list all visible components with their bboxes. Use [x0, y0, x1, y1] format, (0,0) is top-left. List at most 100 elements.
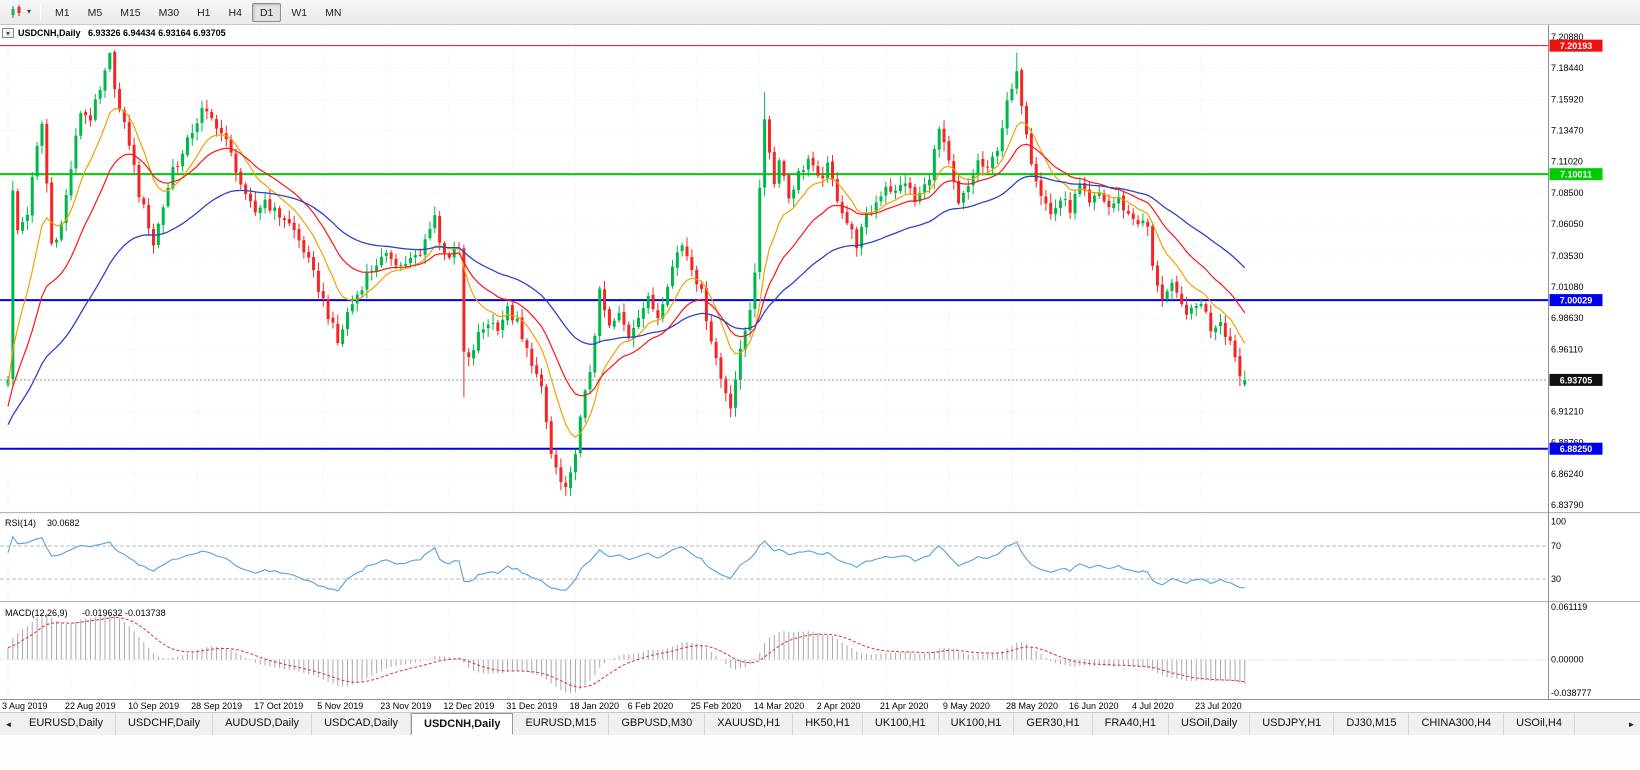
timeframe-button-m5[interactable]: M5 [87, 6, 103, 19]
chart-background [0, 25, 1640, 712]
symbol-tab-gbpusd-m30[interactable]: GBPUSD,M30 [609, 713, 706, 735]
date-axis-label: 5 Nov 2019 [317, 701, 363, 711]
date-axis-label: 31 Dec 2019 [506, 701, 557, 711]
toolbar-separator [40, 4, 42, 20]
price-axis-label: 7.20880 [1551, 32, 1584, 42]
date-axis-label: 22 Aug 2019 [65, 701, 116, 711]
dropdown-caret-icon: ▾ [27, 7, 32, 16]
price-axis-label: 7.13470 [1551, 125, 1584, 135]
svg-text:7.00029: 7.00029 [1560, 296, 1593, 306]
timeframe-button-m15[interactable]: M15 [120, 6, 141, 19]
date-axis-label: 10 Sep 2019 [128, 701, 179, 711]
price-axis-label: 7.18440 [1551, 63, 1584, 73]
symbol-tab-usdjpy-h1[interactable]: USDJPY,H1 [1250, 713, 1335, 735]
tabs-scroll-left-button[interactable]: ◄ [4, 719, 13, 729]
symbol-tab-eurusd-daily[interactable]: EURUSD,Daily [17, 713, 116, 735]
ma-slow-line [7, 175, 1246, 425]
timeframe-button-m1[interactable]: M1 [55, 6, 70, 19]
symbol-tab-uk100-h1[interactable]: UK100,H1 [939, 713, 1015, 735]
symbol-tab-fra40-h1[interactable]: FRA40,H1 [1093, 713, 1169, 735]
symbol-tab-eurusd-m15[interactable]: EURUSD,M15 [513, 713, 610, 735]
axes: 7.20880 7.18440 7.15920 7.13470 7.11020 7.085… [0, 25, 1640, 711]
date-axis-label: 18 Jan 2020 [569, 701, 619, 711]
macd-axis-label: 0.061119 [1551, 602, 1587, 612]
window-bottom-area [0, 735, 1640, 770]
timeframe-buttons: M1 M5 M15 M30 H1 H4 D1 W1 MN [47, 2, 351, 22]
symbol-tab-usoil-daily[interactable]: USOil,Daily [1169, 713, 1251, 735]
timeframe-button-h1[interactable]: H1 [197, 6, 211, 19]
date-axis-label: 9 May 2020 [943, 701, 990, 711]
macd-chart-pane[interactable] [0, 603, 1548, 699]
price-axis-label: 7.06050 [1551, 219, 1584, 229]
symbol-tab-ger30-h1[interactable]: GER30,H1 [1014, 713, 1093, 735]
chart-window: 10070300.0611190.00000-0.0387777.208807.… [0, 25, 1640, 712]
svg-text:6.93705: 6.93705 [1560, 375, 1593, 385]
price-axis-label: 6.83790 [1551, 500, 1584, 510]
chart-type-button[interactable]: ▾ [4, 2, 36, 22]
symbol-tab-usdchf-daily[interactable]: USDCHF,Daily [116, 713, 214, 735]
price-marker-7.00029 [1549, 294, 1603, 307]
main-chart-pane[interactable] [0, 25, 1548, 512]
rsi-chart-pane[interactable] [0, 514, 1548, 601]
symbol-tab-usdcnh-daily[interactable]: USDCNH,Daily [411, 713, 514, 735]
tabs-scroll-right-button[interactable]: ► [1627, 719, 1636, 729]
symbol-tab-uk100-h1[interactable]: UK100,H1 [863, 713, 939, 735]
date-axis-label: 28 Sep 2019 [191, 701, 242, 711]
price-scale-area[interactable] [1549, 25, 1640, 699]
price-axis-label: 6.98630 [1551, 313, 1584, 323]
time-axis-area[interactable] [0, 700, 1548, 712]
chart-ohlc-values: 6.93326 6.94434 6.93164 6.93705 [88, 28, 226, 38]
price-axis-label: 7.03530 [1551, 251, 1584, 261]
price-axis-label: 6.88760 [1551, 437, 1584, 447]
price-axis-label: 7.08500 [1551, 188, 1584, 198]
price-marker-7.10011 [1549, 168, 1603, 181]
date-axis-label: 6 Feb 2020 [628, 701, 674, 711]
timeframe-button-h4[interactable]: H4 [228, 6, 242, 19]
price-chart[interactable]: 10070300.0611190.00000-0.0387777.208807.… [0, 25, 1640, 712]
symbol-tab-usdcad-daily[interactable]: USDCAD,Daily [312, 713, 412, 735]
macd-axis-label: 0.00000 [1551, 655, 1584, 665]
symbol-tab-usoil-h4[interactable]: USOil,H4 [1504, 713, 1575, 735]
current-price-marker [1549, 373, 1603, 386]
timeframe-button-m30[interactable]: M30 [158, 6, 180, 19]
pane-divider-rsi[interactable] [0, 511, 1640, 515]
date-axis-label: 16 Jun 2020 [1069, 701, 1119, 711]
top-toolbar: ▾ M1 M5 M15 M30 H1 H4 D1 W1 MN [0, 0, 1640, 25]
price-axis-label: 6.91210 [1551, 406, 1584, 416]
macd-axis-label: -0.038777 [1551, 688, 1592, 698]
date-axis-label: 23 Jul 2020 [1195, 701, 1242, 711]
macd-title: MACD(12,26,9) [5, 608, 68, 618]
collapse-chart-icon: ▼ [5, 32, 11, 38]
symbol-tab-dj30-m15[interactable]: DJ30,M15 [1334, 713, 1410, 735]
macd-pane: 0.061119 0.00000 -0.038777 [0, 602, 1592, 698]
timeframe-button-mn[interactable]: MN [325, 6, 342, 19]
symbol-tab-xauusd-h1[interactable]: XAUUSD,H1 [705, 713, 794, 735]
date-axis-label: 3 Aug 2019 [2, 701, 48, 711]
rsi-axis-label: 100 [1551, 516, 1566, 526]
price-marker-7.20193 [1549, 39, 1603, 52]
moving-average-lines [7, 107, 1246, 438]
symbol-tab-hk50-h1[interactable]: HK50,H1 [793, 713, 863, 735]
date-axis-label: 4 Jul 2020 [1132, 701, 1174, 711]
rsi-value: 30.0682 [47, 518, 80, 528]
macd-values: -0.019632 -0.013738 [82, 608, 166, 618]
date-axis-label: 21 Apr 2020 [880, 701, 929, 711]
timeframe-button-w1[interactable]: W1 [291, 6, 308, 19]
symbol-tab-china300-h4[interactable]: CHINA300,H4 [1409, 713, 1505, 735]
ma-fast-line [7, 107, 1246, 438]
rsi-pane: 100 70 30 [0, 516, 1566, 592]
rsi-title: RSI(14) [5, 518, 36, 528]
timeframe-button-d1[interactable]: D1 [251, 2, 282, 22]
svg-text:7.20193: 7.20193 [1560, 41, 1593, 51]
symbol-tab-audusd-daily[interactable]: AUDUSD,Daily [213, 713, 313, 735]
rsi-axis-label: 70 [1551, 541, 1561, 551]
collapse-chart-button[interactable] [2, 28, 14, 38]
rsi-line [7, 535, 1245, 592]
price-axis-label: 6.96110 [1551, 345, 1583, 355]
macd-histogram [7, 613, 1246, 694]
price-axis-label: 7.15920 [1551, 95, 1584, 105]
pane-divider-macd[interactable] [0, 600, 1640, 604]
price-marker-6.88250 [1549, 442, 1603, 455]
symbol-tab-bar: ◄ EURUSD,Daily USDCHF,Daily AUDUSD,Daily US… [0, 712, 1640, 735]
date-axis-label: 17 Oct 2019 [254, 701, 303, 711]
